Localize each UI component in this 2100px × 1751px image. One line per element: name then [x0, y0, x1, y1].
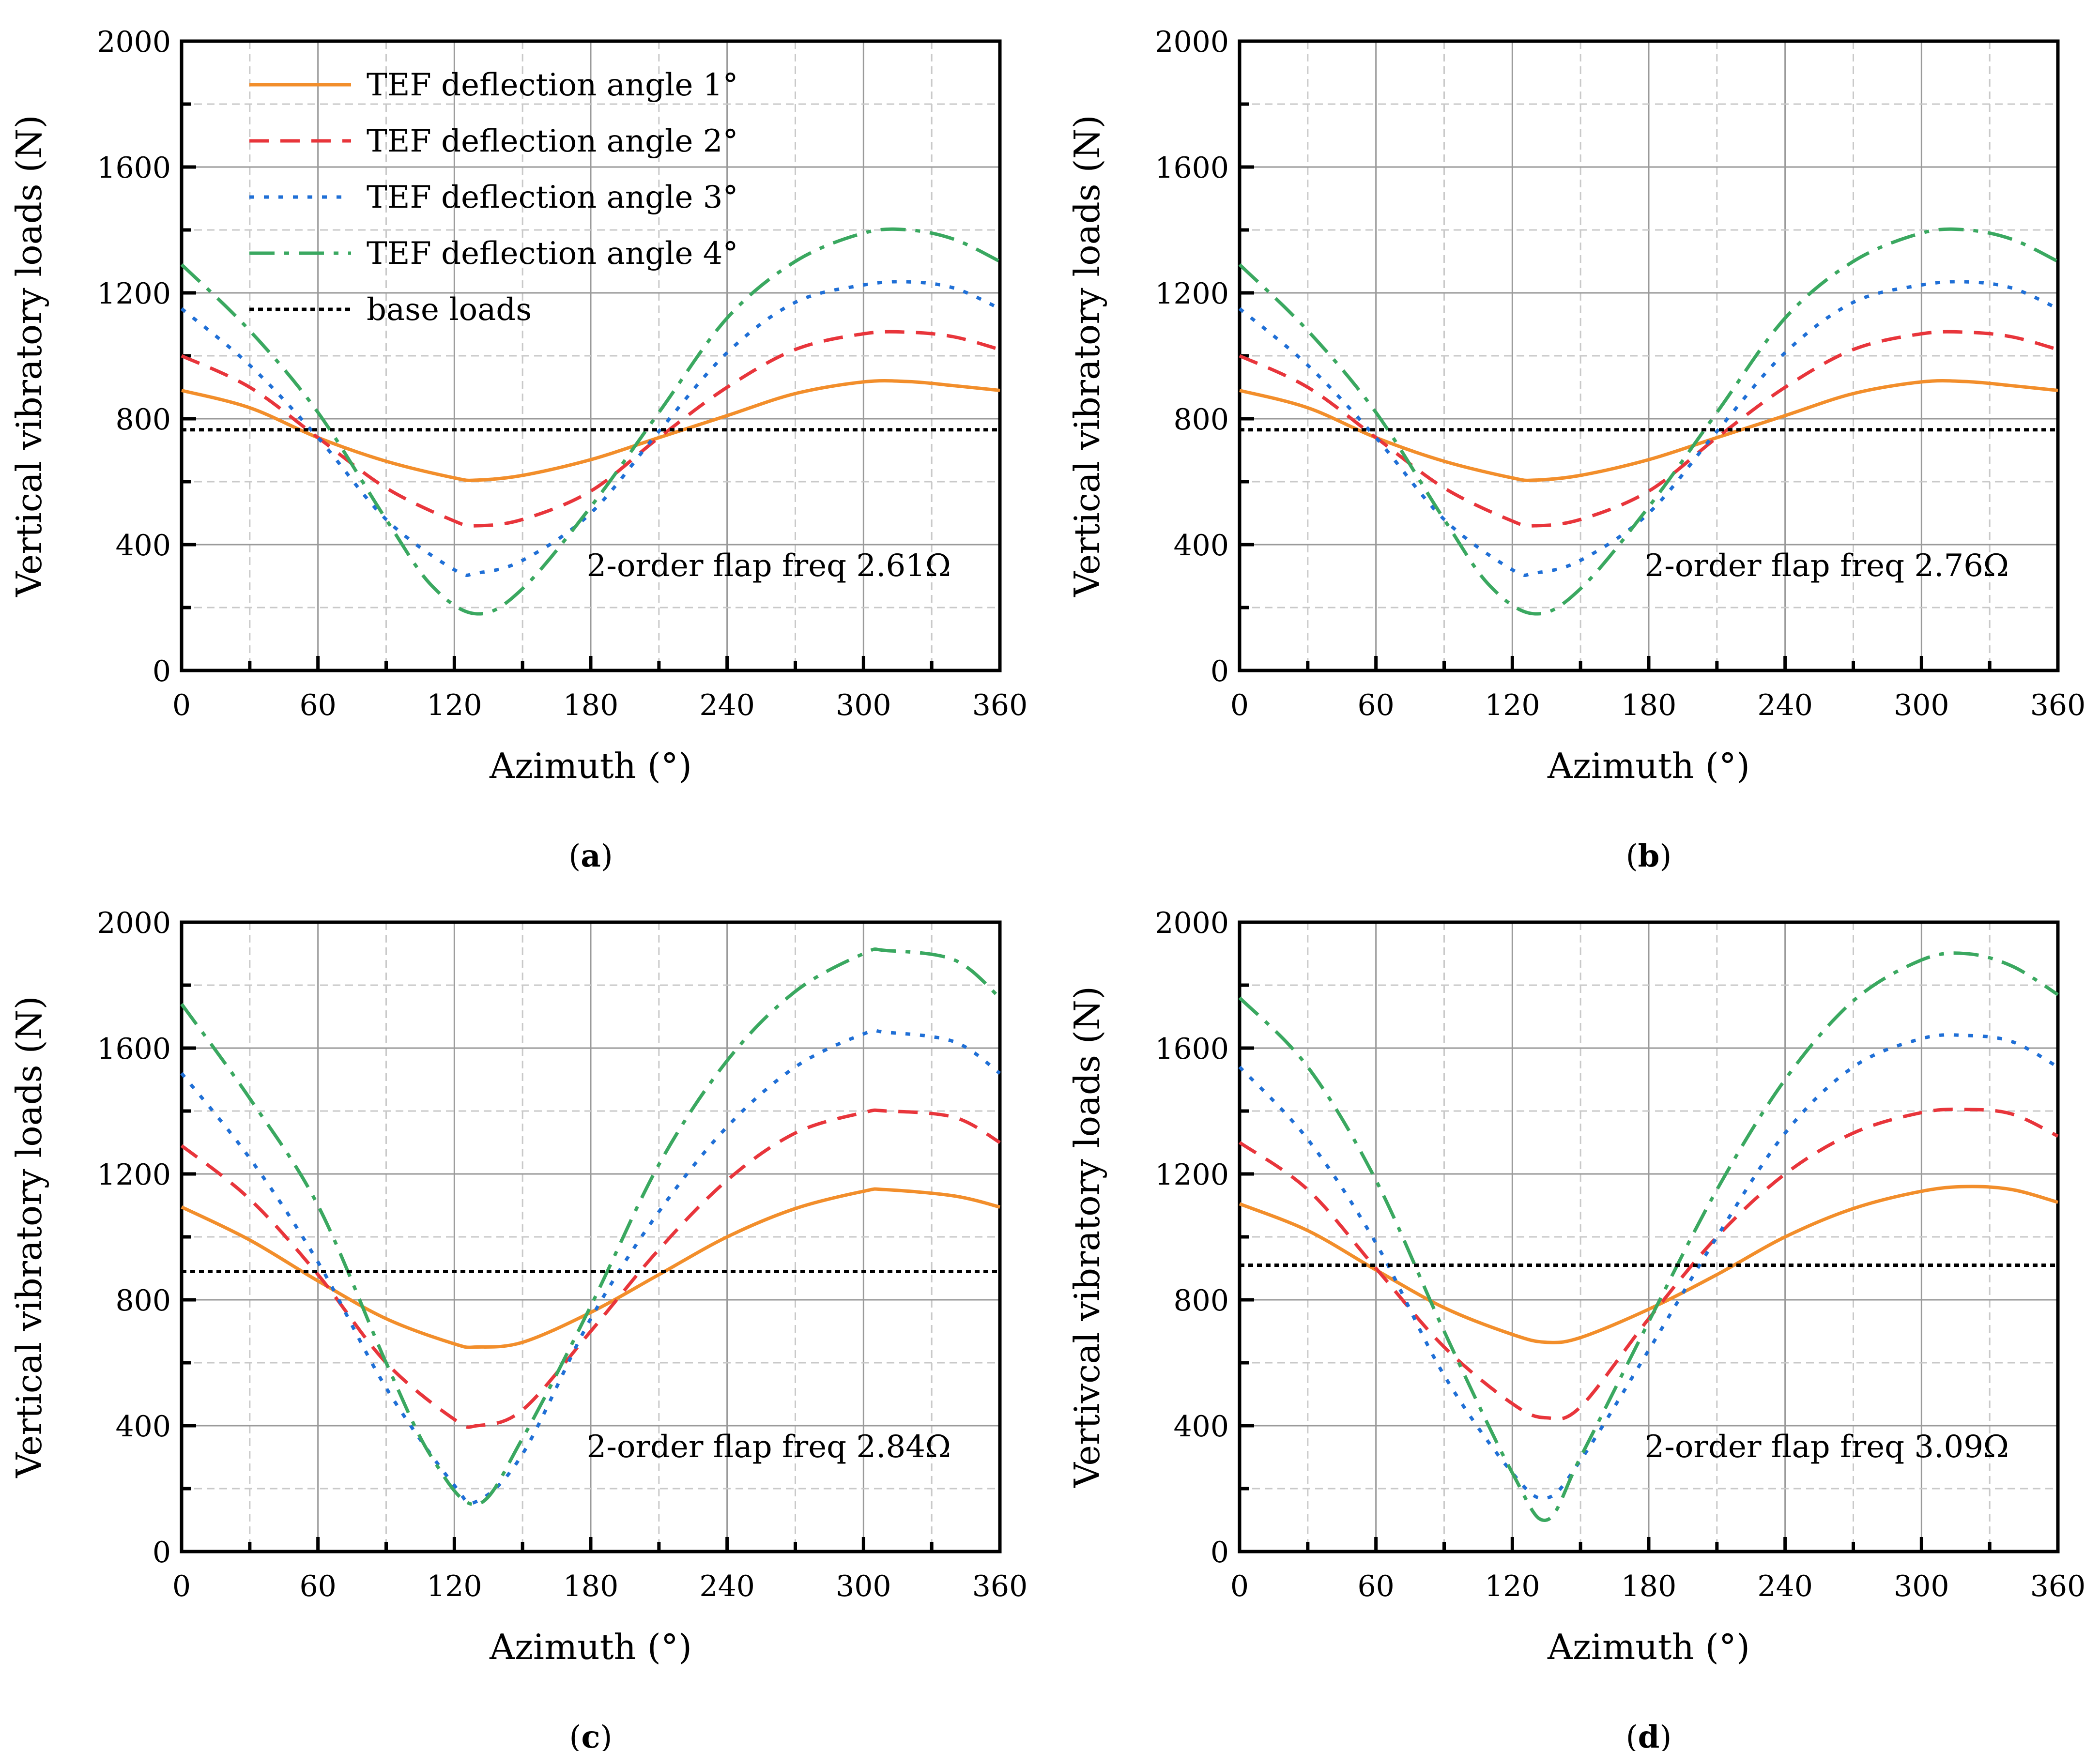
x-tick-label: 360 — [2030, 1569, 2086, 1603]
x-tick-label: 60 — [1357, 1569, 1394, 1603]
chart-panel-4: 0 60 120 180 240 300 360 0 400 800 1200 1600 2000 Azi… — [1067, 906, 2085, 1751]
y-tick-label: 1600 — [97, 151, 171, 185]
x-tick-label: 360 — [972, 1569, 1028, 1603]
x-tick-label: 0 — [1230, 1569, 1249, 1603]
y-tick-label: 400 — [115, 529, 171, 563]
panel-label: (c) — [569, 1719, 613, 1751]
x-tick-label: 240 — [1757, 688, 1813, 722]
y-axis-label: Vertical vibratory loads (N) — [9, 115, 49, 597]
flap-frequency-annotation: 2-order flap freq 3.09Ω — [1645, 1429, 2009, 1465]
y-tick-label: 1200 — [97, 277, 171, 311]
x-axis-label: Azimuth (°) — [489, 1627, 692, 1667]
x-tick-label: 120 — [1485, 1569, 1540, 1603]
y-tick-label: 0 — [1211, 1536, 1229, 1569]
legend-label: TEF deflection angle 3° — [367, 180, 738, 215]
legend-label: TEF deflection angle 4° — [367, 236, 738, 272]
chart-panel-3: 0 60 120 180 240 300 360 0 400 800 1200 1600 2000 Azi… — [9, 906, 1027, 1751]
series-line-3 — [1238, 280, 2059, 577]
x-tick-label: 60 — [299, 688, 336, 722]
x-tick-label: 240 — [699, 688, 755, 722]
y-tick-label: 0 — [1211, 655, 1229, 688]
y-tick-label: 400 — [1173, 529, 1229, 563]
x-tick-label: 300 — [836, 688, 891, 722]
x-tick-label: 240 — [1757, 1569, 1813, 1603]
flap-frequency-annotation: 2-order flap freq 2.76Ω — [1645, 548, 2009, 584]
y-tick-label: 2000 — [97, 25, 171, 59]
legend-label: base loads — [367, 292, 532, 328]
chart-panel-1: 0 60 120 180 240 300 360 0 400 800 1200 1600 2000 Azi… — [9, 25, 1027, 874]
y-tick-label: 2000 — [1155, 25, 1229, 59]
y-tick-label: 800 — [1173, 1284, 1229, 1318]
y-tick-label: 1200 — [1155, 1158, 1229, 1192]
x-tick-label: 180 — [1621, 688, 1677, 722]
y-tick-label: 400 — [1173, 1410, 1229, 1444]
y-tick-label: 800 — [115, 1284, 171, 1318]
y-tick-label: 2000 — [97, 906, 171, 940]
y-tick-label: 400 — [115, 1410, 171, 1444]
x-tick-label: 0 — [1230, 688, 1249, 722]
y-axis-label: Vertivcal vibratory loads (N) — [1067, 986, 1107, 1488]
series-line-2 — [181, 330, 1000, 528]
x-tick-label: 120 — [1485, 688, 1540, 722]
y-tick-label: 0 — [153, 1536, 171, 1569]
y-tick-label: 0 — [153, 655, 171, 688]
x-axis-label: Azimuth (°) — [1547, 746, 1750, 786]
series-line-4 — [180, 947, 1001, 1507]
x-tick-label: 60 — [299, 1569, 336, 1603]
x-axis-label: Azimuth (°) — [1547, 1627, 1750, 1667]
y-tick-label: 1200 — [97, 1158, 171, 1192]
x-tick-label: 300 — [1894, 688, 1949, 722]
y-tick-label: 1600 — [97, 1032, 171, 1066]
x-axis-label: Azimuth (°) — [489, 746, 692, 786]
flap-frequency-annotation: 2-order flap freq 2.61Ω — [587, 548, 951, 584]
series-line-2 — [180, 1108, 1001, 1429]
series-line-3 — [180, 1029, 1001, 1506]
series-line-4 — [1238, 227, 2059, 616]
y-axis-label: Vertical vibratory loads (N) — [1067, 115, 1107, 597]
y-tick-label: 1600 — [1155, 1032, 1229, 1066]
panel-label: (b) — [1626, 838, 1672, 874]
x-tick-label: 180 — [1621, 1569, 1677, 1603]
legend-label: TEF deflection angle 2° — [367, 123, 738, 159]
x-tick-label: 0 — [172, 1569, 191, 1603]
series-line-2 — [1239, 1107, 2059, 1421]
x-tick-label: 60 — [1357, 688, 1394, 722]
panel-label: (d) — [1626, 1719, 1672, 1751]
y-tick-label: 800 — [115, 403, 171, 437]
y-axis-label: Vertical vibratory loads (N) — [9, 996, 49, 1478]
x-tick-label: 0 — [172, 688, 191, 722]
x-tick-label: 180 — [563, 1569, 619, 1603]
x-tick-label: 360 — [972, 688, 1028, 722]
chart-panel-2: 0 60 120 180 240 300 360 0 400 800 1200 1600 2000 Azi… — [1067, 25, 2085, 874]
y-tick-label: 800 — [1173, 403, 1229, 437]
x-tick-label: 300 — [1894, 1569, 1949, 1603]
x-tick-label: 300 — [836, 1569, 891, 1603]
x-tick-label: 120 — [427, 688, 482, 722]
panel-label: (a) — [568, 838, 613, 874]
y-tick-label: 2000 — [1155, 906, 1229, 940]
y-tick-label: 1200 — [1155, 277, 1229, 311]
x-tick-label: 180 — [563, 688, 619, 722]
series-line-4 — [1238, 951, 2059, 1522]
series-line-2 — [1239, 330, 2058, 528]
legend-label: TEF deflection angle 1° — [367, 67, 738, 103]
series-line-4 — [180, 227, 1001, 616]
flap-frequency-annotation: 2-order flap freq 2.84Ω — [587, 1429, 951, 1465]
x-tick-label: 240 — [699, 1569, 755, 1603]
y-tick-label: 1600 — [1155, 151, 1229, 185]
series-line-3 — [180, 280, 1001, 577]
x-tick-label: 120 — [427, 1569, 482, 1603]
x-tick-label: 360 — [2030, 688, 2086, 722]
